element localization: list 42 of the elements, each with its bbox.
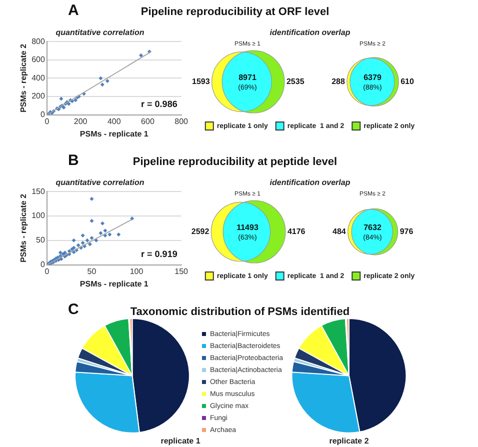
text: A [68, 2, 79, 19]
data-label: 4176 [287, 227, 306, 236]
chart-subtitle: quantitative correlation [56, 178, 144, 188]
y-tick-label: 200 [32, 92, 46, 101]
x-tick-label: 200 [74, 116, 88, 126]
data-label: 976 [400, 227, 414, 236]
y-tick-label: 800 [32, 36, 46, 46]
text: Pipeline reproducibility at ORF level [140, 6, 330, 18]
text: B [68, 152, 79, 169]
text: Pipeline reproducibility at peptide level [132, 156, 338, 168]
x-tick-label: 800 [174, 116, 189, 126]
x-tick-label: 50 [87, 266, 97, 276]
x-tick-label: 400 [107, 116, 122, 126]
text: identification overlap [270, 28, 350, 38]
annotation: r = 0.986 [141, 98, 178, 109]
annotation: r = 0.919 [141, 248, 178, 259]
x-tick-label: 100 [130, 266, 144, 276]
y-tick-label: 600 [32, 55, 46, 64]
y-tick-label: 100 [32, 211, 46, 220]
y-tick-label: 0 [40, 260, 46, 270]
text: identification overlap [270, 178, 350, 188]
x-tick-label: 600 [141, 116, 155, 126]
slice-label: replicate 1 [160, 436, 201, 446]
x-axis-title: PSMs - replicate 1 [80, 279, 149, 288]
slice-label: replicate 2 [329, 436, 370, 446]
chart-subtitle: quantitative correlation [56, 28, 144, 38]
y-tick-label: 50 [36, 236, 46, 245]
chart-title: Taxonomic distribution of PSMs identified [129, 306, 351, 318]
data-label: 2535 [286, 77, 305, 86]
y-tick-label: 400 [32, 73, 46, 82]
x-tick-label: 150 [174, 266, 189, 276]
y-axis-title: PSMs - replicate 2 [19, 193, 28, 262]
data-label: 2592 [191, 227, 210, 236]
data-label: 484 [332, 227, 346, 236]
text: C [68, 301, 79, 318]
data-label: 610 [400, 77, 414, 86]
x-axis-title: PSMs - replicate 1 [80, 129, 149, 138]
y-tick-label: 150 [32, 186, 46, 196]
data-label: 288 [332, 77, 346, 86]
data-label: 1593 [192, 77, 210, 86]
y-axis-title: PSMs - replicate 2 [19, 43, 28, 112]
y-tick-label: 0 [40, 110, 46, 120]
